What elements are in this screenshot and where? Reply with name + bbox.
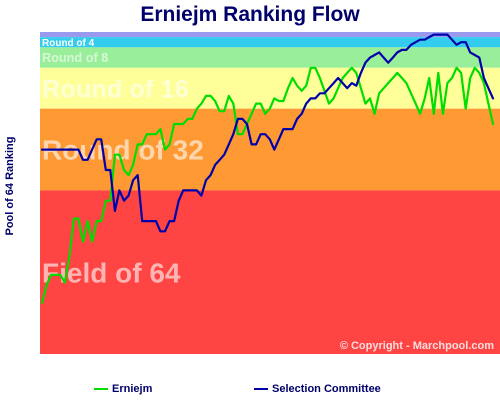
band-label-round-of-4: Round of 4 [42,38,95,49]
chart-title: Erniejm Ranking Flow [140,3,360,26]
legend-label-selection-committee: Selection Committee [272,383,381,395]
legend-item-selection-committee: Selection Committee [254,383,381,395]
series-line-erniejm [40,66,495,304]
band-round-of-2 [40,32,500,38]
series-line-selection-committee [40,33,495,233]
band-label-field-of-64: Field of 64 [42,257,181,288]
legend-swatch-selection-committee [254,388,268,390]
y-axis-label: Pool of 64 Ranking [4,136,16,236]
copyright-text: © Copyright - Marchpool.com [340,340,494,352]
legend-swatch-erniejm [94,388,108,390]
band-round-of-8 [40,47,500,68]
band-field-of-64 [40,190,500,354]
band-label-round-of-16: Round of 16 [42,75,189,103]
plot-area: Round of 4 Round of 8 Round of 16 Round of … [40,32,500,354]
band-label-round-of-8: Round of 8 [42,51,108,65]
legend-item-erniejm: Erniejm [94,383,152,395]
legend-label-erniejm: Erniejm [112,383,153,395]
band-round-of-32 [40,108,500,191]
band-round-of-4 [40,37,500,48]
series-lines [40,33,495,304]
